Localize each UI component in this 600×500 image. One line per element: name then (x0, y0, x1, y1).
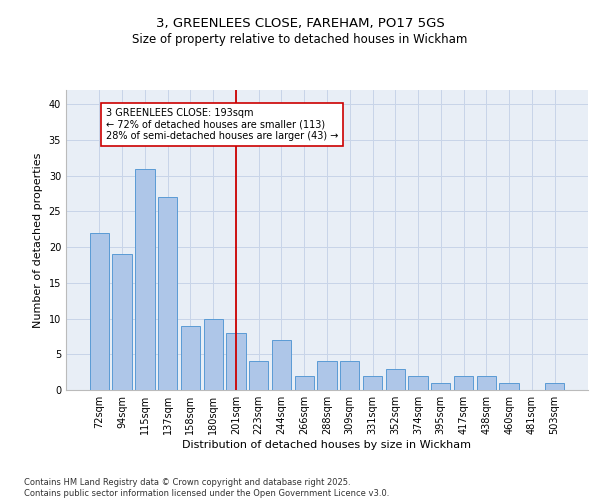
Text: Contains HM Land Registry data © Crown copyright and database right 2025.
Contai: Contains HM Land Registry data © Crown c… (24, 478, 389, 498)
Bar (545, 383, 564, 390)
Bar (203, 318, 223, 390)
Bar (431, 383, 451, 390)
Bar (112, 254, 132, 390)
Bar (249, 362, 268, 390)
Text: Size of property relative to detached houses in Wickham: Size of property relative to detached ho… (133, 32, 467, 46)
Bar (363, 376, 382, 390)
Bar (409, 376, 428, 390)
Text: 3 GREENLEES CLOSE: 193sqm
← 72% of detached houses are smaller (113)
28% of semi: 3 GREENLEES CLOSE: 193sqm ← 72% of detac… (106, 108, 338, 141)
X-axis label: Distribution of detached houses by size in Wickham: Distribution of detached houses by size … (182, 440, 472, 450)
Bar (226, 333, 245, 390)
Bar (476, 376, 496, 390)
Y-axis label: Number of detached properties: Number of detached properties (33, 152, 43, 328)
Bar (158, 197, 178, 390)
Bar (317, 362, 337, 390)
Bar (499, 383, 519, 390)
Bar (272, 340, 291, 390)
Bar (340, 362, 359, 390)
Bar (386, 368, 405, 390)
Bar (454, 376, 473, 390)
Bar (181, 326, 200, 390)
Bar (90, 233, 109, 390)
Text: 3, GREENLEES CLOSE, FAREHAM, PO17 5GS: 3, GREENLEES CLOSE, FAREHAM, PO17 5GS (155, 18, 445, 30)
Bar (295, 376, 314, 390)
Bar (135, 168, 155, 390)
